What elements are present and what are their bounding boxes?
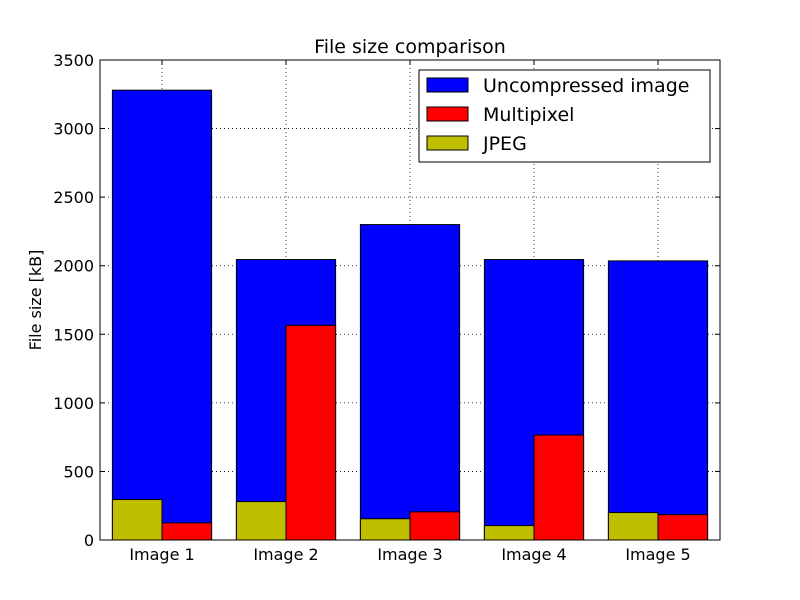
bar-jpeg bbox=[483, 525, 535, 541]
legend-swatch bbox=[426, 77, 469, 93]
bar-uncompressed bbox=[607, 260, 709, 541]
y-axis-ticks: 0 500 1000 1500 2000 2500 3000 3500 bbox=[53, 51, 720, 550]
bar-jpeg bbox=[235, 501, 287, 541]
bar-multipixel bbox=[161, 522, 213, 541]
legend-swatch bbox=[426, 135, 469, 151]
legend: Uncompressed image Multipixel JPEG bbox=[418, 69, 711, 163]
legend-label: Multipixel bbox=[483, 104, 574, 126]
legend-label: Uncompressed image bbox=[483, 75, 689, 97]
y-tick-label: 1000 bbox=[53, 394, 94, 413]
y-axis-label: File size [kB] bbox=[26, 250, 45, 351]
y-tick-label: 1500 bbox=[53, 325, 94, 344]
bar-jpeg bbox=[359, 518, 411, 541]
bar-multipixel bbox=[533, 434, 585, 541]
y-tick-label: 2500 bbox=[53, 188, 94, 207]
x-axis-ticks: Image 1 Image 2 Image 3 Image 4 Image 5 bbox=[129, 60, 691, 564]
legend-swatch bbox=[426, 106, 469, 122]
y-tick-label: 3500 bbox=[53, 51, 94, 70]
legend-label: JPEG bbox=[482, 133, 527, 155]
y-tick-label: 3000 bbox=[53, 120, 94, 139]
bar-multipixel bbox=[657, 514, 709, 541]
x-tick-label: Image 2 bbox=[253, 545, 318, 564]
bar-jpeg bbox=[111, 499, 163, 541]
chart-title: File size comparison bbox=[314, 36, 506, 58]
bar-jpeg bbox=[607, 512, 659, 541]
bar-multipixel bbox=[409, 511, 461, 541]
x-tick-label: Image 4 bbox=[501, 545, 566, 564]
x-tick-label: Image 1 bbox=[129, 545, 194, 564]
bar-uncompressed bbox=[359, 224, 461, 541]
y-tick-label: 2000 bbox=[53, 257, 94, 276]
bars bbox=[111, 89, 709, 541]
x-tick-label: Image 5 bbox=[625, 545, 690, 564]
y-tick-label: 0 bbox=[84, 531, 94, 550]
bar-multipixel bbox=[285, 324, 337, 541]
x-tick-label: Image 3 bbox=[377, 545, 442, 564]
bar-uncompressed bbox=[111, 89, 213, 541]
y-tick-label: 500 bbox=[63, 462, 94, 481]
